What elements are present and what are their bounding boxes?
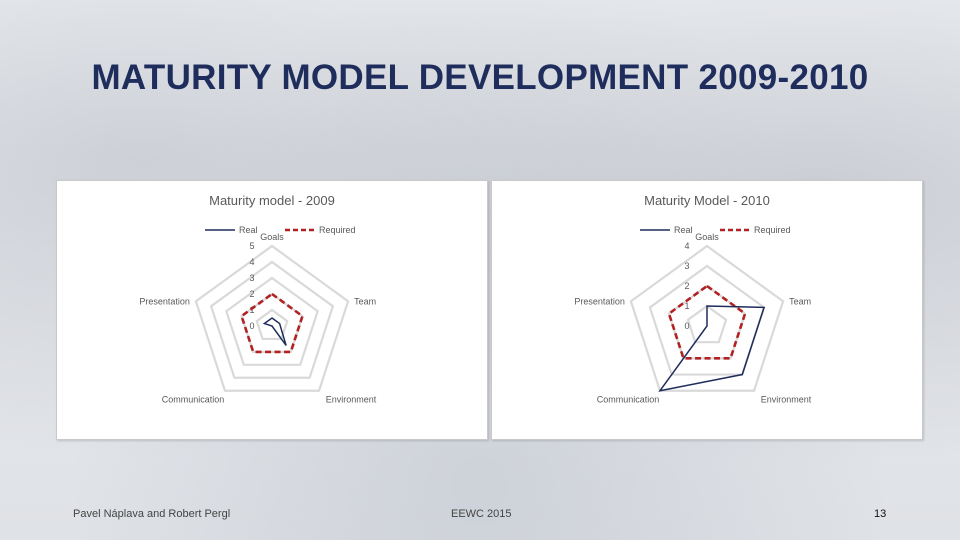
axis-label-team: Team <box>789 296 811 306</box>
axis-label-presentation: Presentation <box>139 296 190 306</box>
series-real <box>658 305 766 392</box>
series-required <box>667 284 747 360</box>
series-required <box>240 292 304 354</box>
tick-label: 4 <box>249 257 254 267</box>
tick-label: 0 <box>684 321 689 331</box>
grid-ring <box>225 276 319 366</box>
tick-label: 3 <box>684 261 689 271</box>
page-number: 13 <box>874 508 887 520</box>
chart-panel-2009: Maturity model - 2009 Real Required 0 1 2 3 4 5 G… <box>56 180 488 440</box>
grid-ring <box>648 264 766 376</box>
axis-label-environment: Environment <box>326 395 377 405</box>
radar-chart-2010: Maturity Model - 2010 Real Required 0 1 2 3 4 Go… <box>574 193 812 405</box>
chart-title: Maturity model - 2009 <box>209 193 335 208</box>
footer-event: EEWC 2015 <box>451 508 512 520</box>
legend-label-real: Real <box>239 225 258 235</box>
axis-label-communication: Communication <box>162 395 225 405</box>
tick-label: 3 <box>249 273 254 283</box>
grid-ring <box>686 304 728 344</box>
axis-label-goals: Goals <box>695 232 719 242</box>
chart-panel-2010: Maturity Model - 2010 Real Required 0 1 2 3 4 Go… <box>491 180 923 440</box>
legend: Real Required <box>640 225 791 235</box>
chart-title: Maturity Model - 2010 <box>644 193 770 208</box>
footer-authors: Pavel Náplava and Robert Pergl <box>73 508 231 520</box>
tick-label: 2 <box>684 281 689 291</box>
grid-ring <box>255 308 289 341</box>
legend-label-real: Real <box>674 225 693 235</box>
legend-label-required: Required <box>319 225 356 235</box>
tick-label: 0 <box>249 321 254 331</box>
tick-label: 4 <box>684 241 689 251</box>
axis-label-environment: Environment <box>761 395 812 405</box>
tick-label: 5 <box>249 241 254 251</box>
axis-label-communication: Communication <box>597 395 660 405</box>
axis-label-presentation: Presentation <box>574 296 625 306</box>
axis-label-team: Team <box>354 296 376 306</box>
grid-ring <box>209 260 335 379</box>
grid-ring <box>194 244 350 392</box>
slide-title: MATURITY MODEL DEVELOPMENT 2009-2010 <box>91 58 869 97</box>
legend: Real Required <box>205 225 356 235</box>
series-real <box>262 317 287 346</box>
tick-label: 2 <box>249 289 254 299</box>
axis-label-goals: Goals <box>260 232 284 242</box>
legend-label-required: Required <box>754 225 791 235</box>
tick-label: 1 <box>684 301 689 311</box>
grid-ring <box>629 244 785 392</box>
